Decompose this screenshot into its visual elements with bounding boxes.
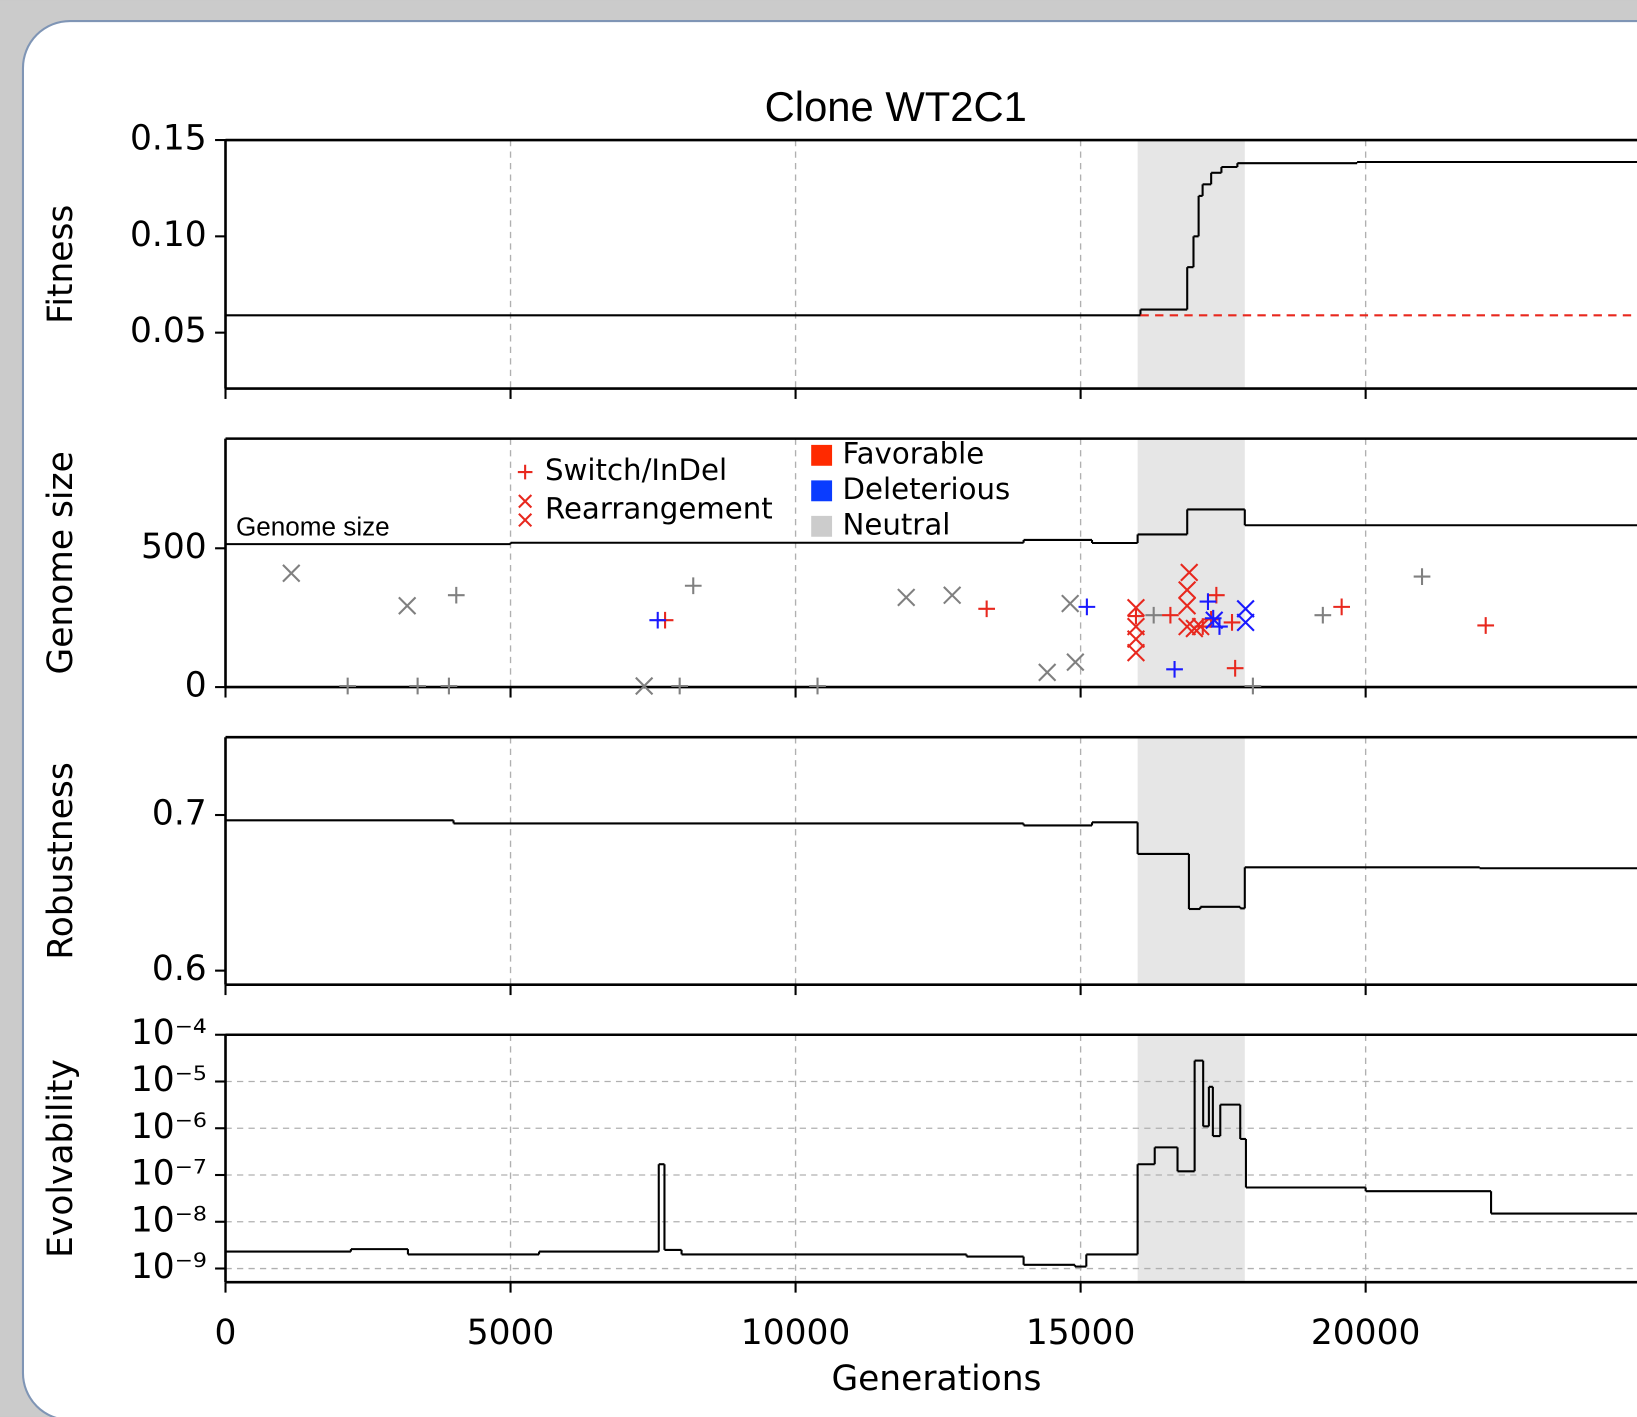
- event-marker: [684, 577, 702, 595]
- chart-title: Clone WT2C1: [765, 83, 1027, 130]
- y-tick-label: 10⁻⁸: [131, 1200, 207, 1240]
- event-marker: [809, 677, 826, 695]
- event-marker: [635, 676, 654, 696]
- event-marker: [339, 677, 357, 695]
- event-marker: [1413, 568, 1431, 585]
- y-axis-label: Robustness: [41, 762, 81, 959]
- event-marker: [398, 596, 417, 615]
- event-marker: [943, 586, 962, 605]
- annotation: Genome size: [236, 511, 390, 541]
- event-marker: [1314, 606, 1332, 624]
- event-marker: [1223, 614, 1241, 631]
- event-marker: [1226, 659, 1244, 677]
- event-marker: [1199, 593, 1217, 610]
- y-tick-label: 10⁻⁶: [131, 1107, 207, 1147]
- event-marker: [1066, 653, 1085, 672]
- legend-label: Neutral: [843, 507, 951, 541]
- y-tick-label: 10⁻⁵: [131, 1060, 207, 1100]
- event-marker: [1178, 580, 1197, 600]
- y-tick-label: 500: [141, 527, 207, 567]
- event-marker: [897, 588, 916, 607]
- y-axis-label: Fitness: [41, 205, 81, 324]
- x-tick-label: 10000: [741, 1313, 851, 1353]
- x-axis-label: Generations: [831, 1359, 1041, 1399]
- y-tick-label: 10⁻⁴: [131, 1013, 207, 1053]
- y-tick-label: 0.6: [152, 949, 207, 989]
- card: [21, 19, 1637, 1417]
- event-marker: [1333, 598, 1351, 616]
- legend-swatch: [811, 480, 833, 502]
- event-marker: [1477, 617, 1495, 634]
- event-marker: [1178, 596, 1197, 615]
- event-marker: [1126, 629, 1146, 649]
- x-tick-label: 20000: [1311, 1313, 1421, 1353]
- x-tick-label: 15000: [1026, 1313, 1136, 1353]
- legend-swatch: [811, 515, 833, 537]
- event-marker: [440, 677, 458, 695]
- legend-swatch: [811, 444, 833, 466]
- event-marker: [1236, 599, 1255, 618]
- legend-label: Deleterious: [843, 472, 1011, 506]
- event-marker: [1244, 677, 1262, 695]
- y-tick-label: 10⁻⁹: [131, 1247, 207, 1287]
- y-tick-label: 0.15: [130, 119, 207, 159]
- legend-label: Switch/InDel: [545, 453, 727, 487]
- event-marker: [1061, 594, 1080, 613]
- event-marker: [1180, 563, 1199, 582]
- event-marker: [1145, 606, 1163, 624]
- legend-label: Favorable: [843, 436, 985, 470]
- event-marker: [447, 586, 465, 604]
- event-marker: [1162, 606, 1179, 624]
- legend-marker: [517, 464, 533, 480]
- y-axis-label: Evolvability: [41, 1059, 81, 1258]
- y-tick-label: 0.05: [130, 311, 207, 351]
- event-marker: [978, 600, 996, 618]
- event-marker: [1178, 617, 1197, 636]
- event-marker: [1191, 617, 1210, 636]
- event-marker: [1236, 613, 1255, 632]
- event-marker: [1038, 663, 1057, 682]
- legend-label: Rearrangement: [545, 492, 773, 526]
- legend-marker: [518, 494, 533, 528]
- y-tick-label: 0.7: [152, 794, 207, 834]
- event-marker: [1166, 660, 1183, 678]
- event-marker: [1126, 598, 1146, 617]
- y-tick-label: 0: [185, 666, 207, 706]
- y-tick-label: 0.10: [130, 215, 207, 255]
- event-marker: [1185, 619, 1204, 638]
- x-tick-label: 0: [215, 1313, 237, 1353]
- x-tick-label: 5000: [467, 1313, 555, 1353]
- event-marker: [409, 677, 426, 695]
- event-marker: [649, 611, 667, 629]
- event-marker: [1202, 611, 1220, 628]
- y-tick-label: 10⁻⁷: [131, 1154, 207, 1194]
- shaded-span: [1137, 140, 1245, 389]
- shaded-span: [1137, 737, 1245, 985]
- event-marker: [1205, 611, 1224, 630]
- event-marker: [1207, 586, 1225, 604]
- event-marker: [1126, 643, 1146, 662]
- event-marker: [282, 564, 301, 583]
- shaded-span: [1137, 438, 1245, 688]
- event-marker: [671, 677, 689, 695]
- event-marker: [1078, 598, 1096, 616]
- event-marker: [1127, 607, 1145, 625]
- y-axis-label: Genome size: [41, 451, 81, 674]
